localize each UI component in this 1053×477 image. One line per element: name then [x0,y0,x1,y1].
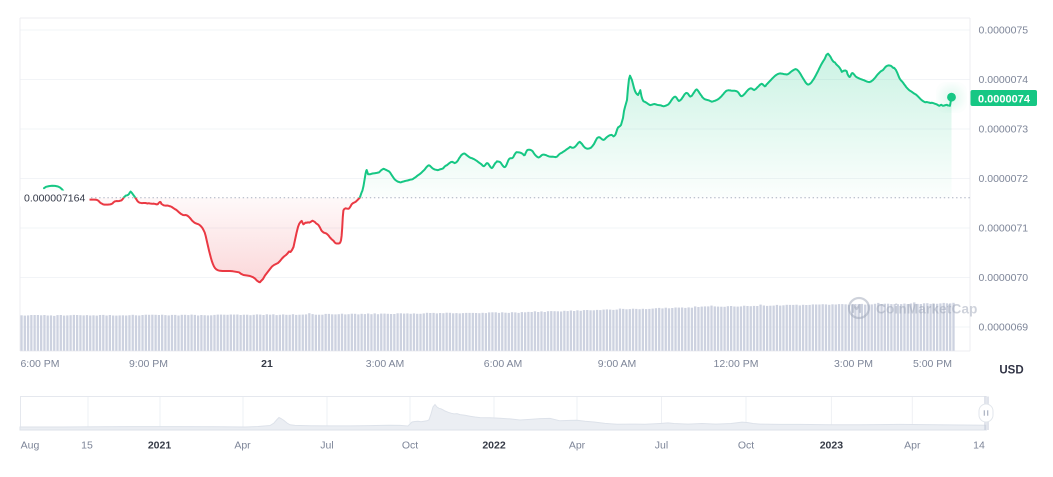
svg-text:3:00 PM: 3:00 PM [834,358,873,370]
svg-text:0.0000075: 0.0000075 [979,25,1029,37]
svg-text:9:00 PM: 9:00 PM [129,358,168,370]
svg-text:Apr: Apr [234,440,251,452]
svg-text:Oct: Oct [402,440,418,452]
svg-text:14: 14 [973,440,985,452]
svg-text:0.0000070: 0.0000070 [979,272,1029,284]
svg-text:0.0000071: 0.0000071 [979,223,1029,235]
svg-text:15: 15 [81,440,93,452]
svg-text:3:00 AM: 3:00 AM [366,358,405,370]
svg-text:12:00 PM: 12:00 PM [714,358,759,370]
svg-text:USD: USD [999,365,1023,377]
svg-text:Jul: Jul [655,440,668,452]
svg-text:21: 21 [261,358,273,370]
svg-text:2023: 2023 [820,440,844,452]
svg-text:6:00 AM: 6:00 AM [484,358,523,370]
svg-text:9:00 AM: 9:00 AM [598,358,637,370]
svg-text:2022: 2022 [482,440,506,452]
svg-text:CoinMarketCap: CoinMarketCap [876,302,978,317]
svg-text:Oct: Oct [738,440,754,452]
svg-text:0.0000072: 0.0000072 [979,173,1029,185]
svg-text:2021: 2021 [148,440,172,452]
svg-text:0.0000069: 0.0000069 [979,322,1029,334]
svg-text:0.0000073: 0.0000073 [979,124,1029,136]
svg-text:Jul: Jul [320,440,333,452]
svg-text:0.0000074: 0.0000074 [978,93,1031,105]
svg-text:6:00 PM: 6:00 PM [20,358,59,370]
svg-text:0.000007164: 0.000007164 [24,193,85,205]
svg-text:0.0000074: 0.0000074 [979,74,1029,86]
svg-text:Apr: Apr [904,440,921,452]
svg-text:Apr: Apr [569,440,586,452]
svg-text:5:00 PM: 5:00 PM [913,358,952,370]
svg-text:Aug: Aug [21,440,40,452]
